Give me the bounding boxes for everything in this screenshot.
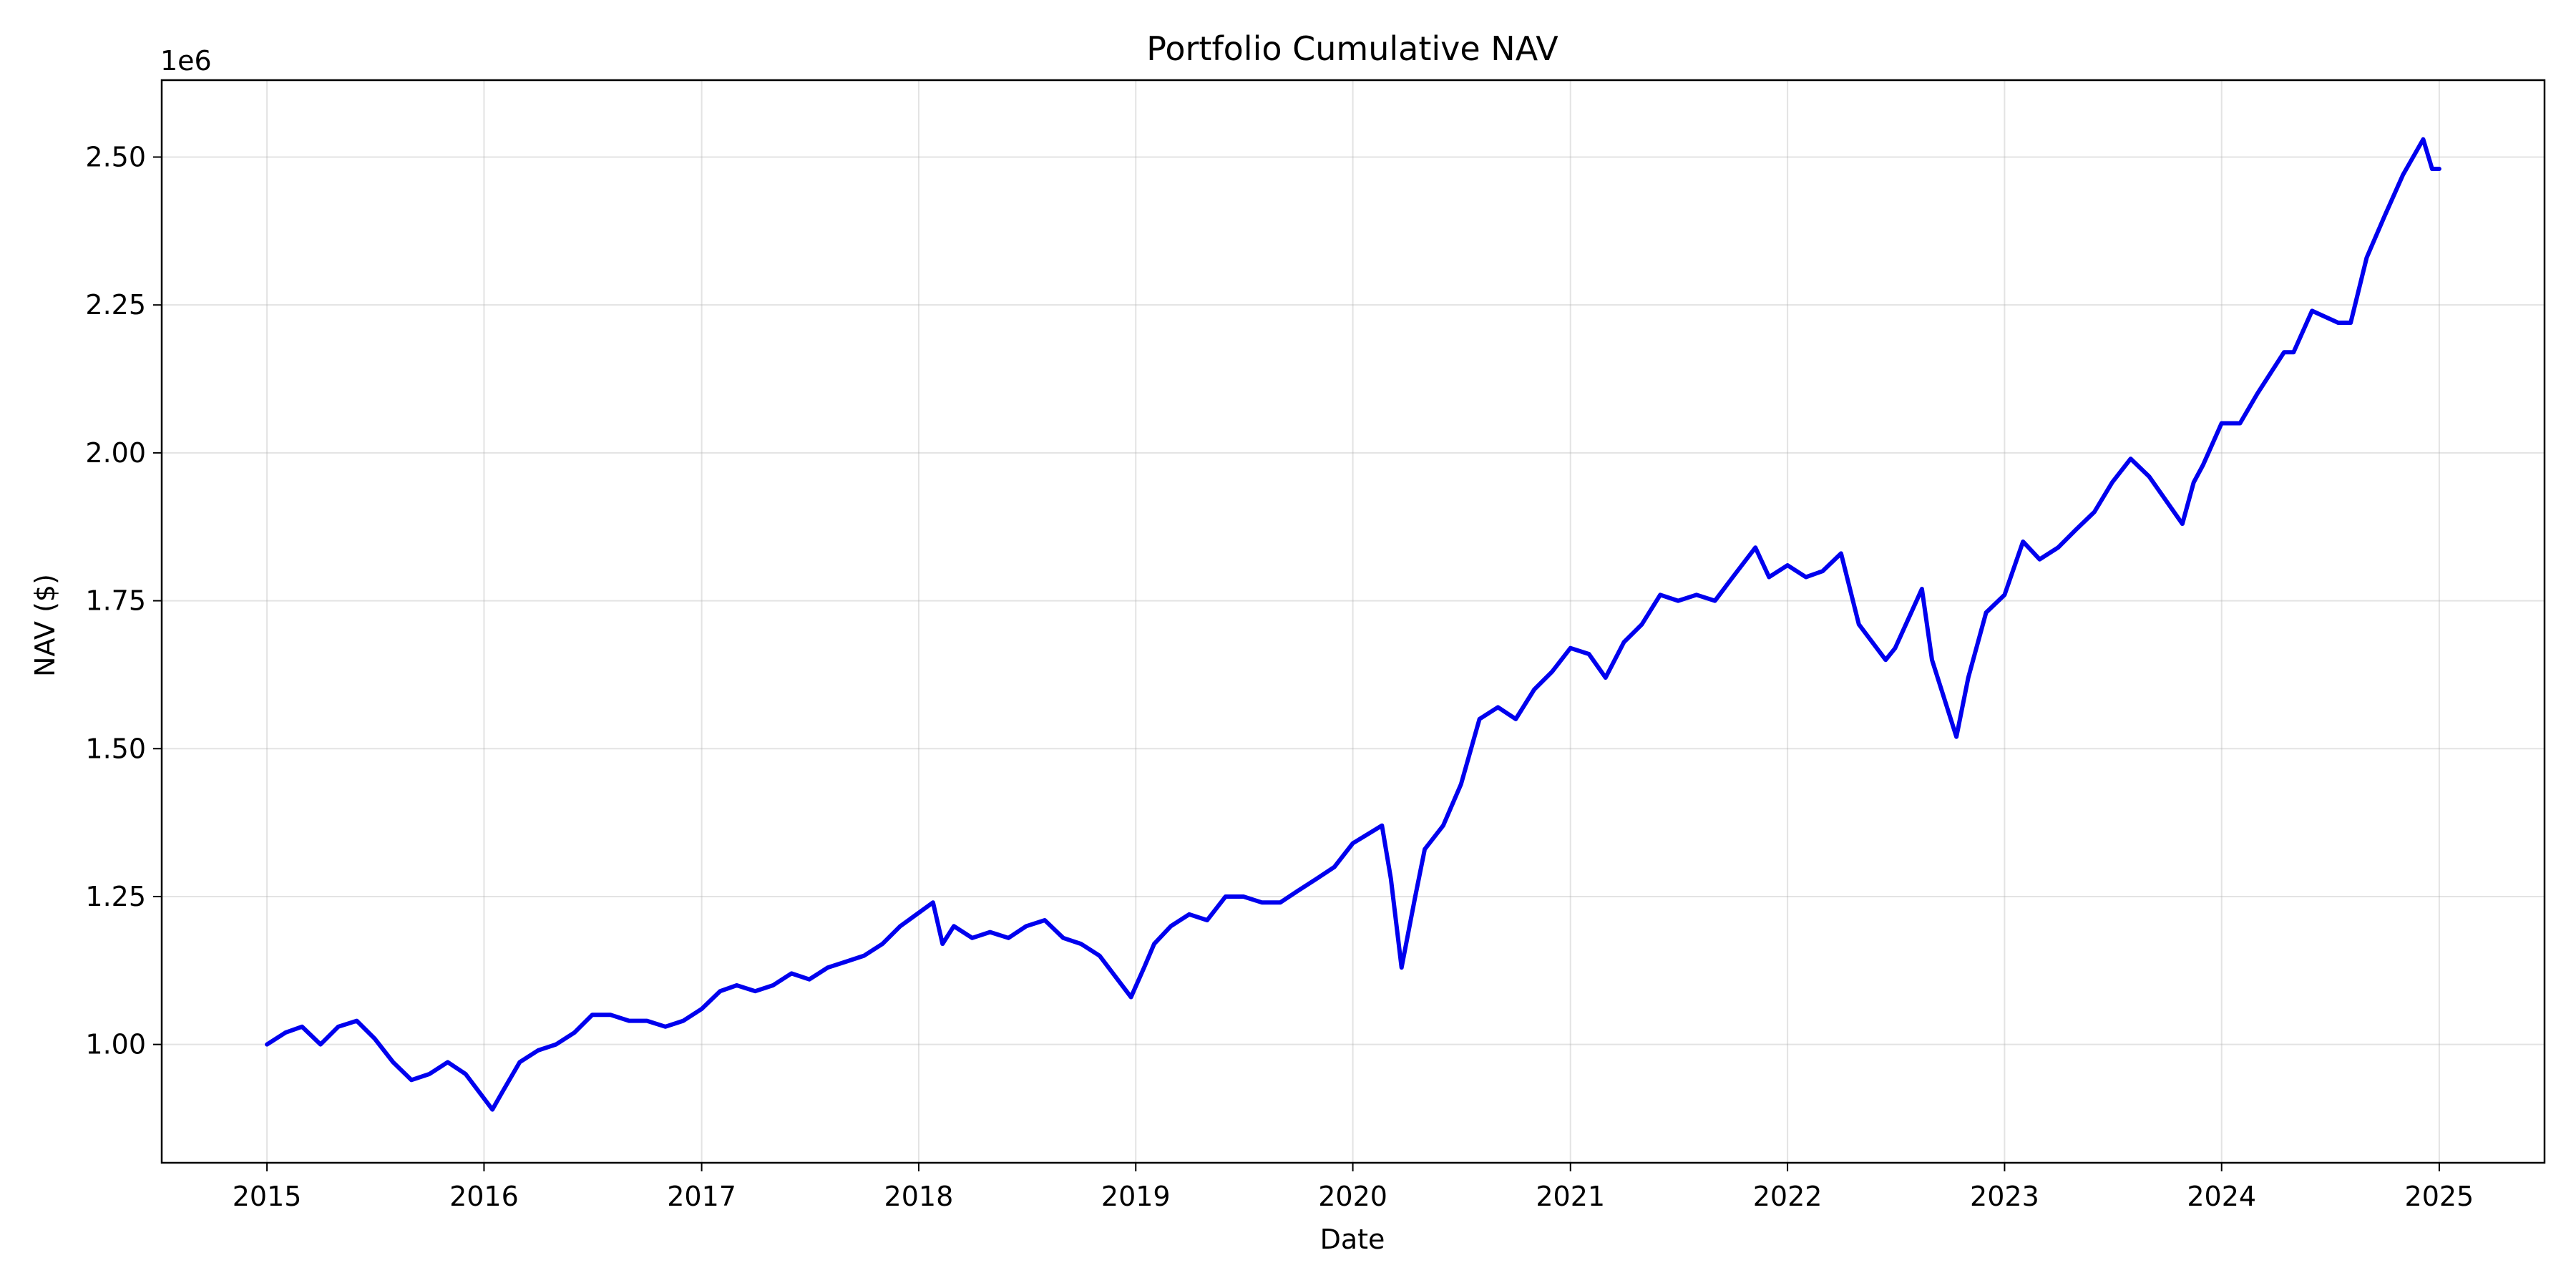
x-tick-label: 2015 [233,1181,302,1212]
x-tick-label: 2020 [1318,1181,1387,1212]
y-tick-label: 1.75 [85,585,146,617]
y-axis: 1.00 1.25 1.50 1.75 2.00 2.25 2.50 [85,141,162,1060]
x-tick-label: 2025 [2405,1181,2474,1212]
x-axis-label: Date [1320,1224,1385,1255]
x-tick-label: 2016 [449,1181,519,1212]
x-axis: 2015 2016 2017 2018 2019 2020 2021 2022 2023 2024… [233,1163,2474,1212]
nav-series-line [265,137,2441,1112]
y-tick-label: 2.50 [85,141,146,172]
x-tick-label: 2017 [667,1181,736,1212]
y-tick-label: 2.00 [85,437,146,469]
y-tick-label: 2.25 [85,289,146,321]
chart-title: Portfolio Cumulative NAV [1146,29,1558,68]
series [265,137,2441,1112]
y-axis-label: NAV ($) [29,574,61,677]
x-tick-label: 2021 [1536,1181,1605,1212]
x-tick-label: 2024 [2187,1181,2256,1212]
y-axis-offset-label: 1e6 [160,45,212,77]
y-tick-label: 1.25 [85,881,146,912]
y-tick-label: 1.50 [85,733,146,764]
y-tick-label: 1.00 [85,1029,146,1060]
x-tick-label: 2023 [1970,1181,2039,1212]
x-tick-label: 2022 [1753,1181,1823,1212]
x-tick-label: 2018 [884,1181,954,1212]
x-tick-label: 2019 [1101,1181,1171,1212]
